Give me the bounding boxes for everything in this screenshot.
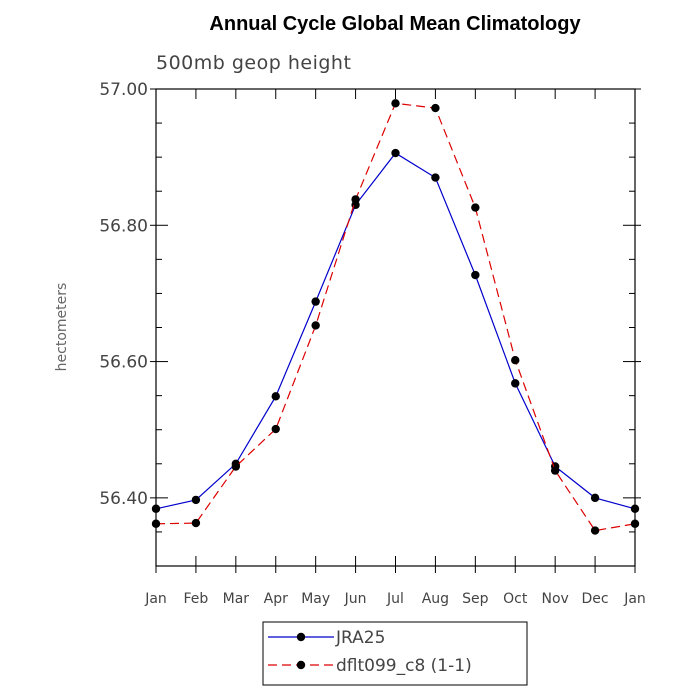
data-point-series-1 xyxy=(630,504,640,513)
data-point-series-2 xyxy=(351,195,360,204)
x-tick-label: Apr xyxy=(264,591,288,607)
data-point-series-2 xyxy=(630,519,640,528)
y-axis-label: hectometers xyxy=(54,283,70,372)
x-tick-label: Jan xyxy=(623,591,646,607)
data-point-series-1 xyxy=(590,493,600,503)
legend-swatch-marker-1 xyxy=(296,632,306,642)
legend-label-1: JRA25 xyxy=(335,628,385,648)
data-point-series-2 xyxy=(231,462,241,471)
data-point-series-1 xyxy=(511,379,520,388)
chart-title: Annual Cycle Global Mean Climatology xyxy=(209,13,581,35)
y-tick-label: 56.80 xyxy=(99,216,148,236)
data-point-series-1 xyxy=(151,504,161,513)
data-point-series-1 xyxy=(191,495,201,505)
series-group xyxy=(151,99,640,535)
x-tick-label: May xyxy=(301,591,330,607)
data-point-series-1 xyxy=(471,270,480,280)
x-tick-label: Mar xyxy=(223,591,250,607)
plot-frame xyxy=(155,88,636,567)
legend-label-2: dflt099_c8 (1-1) xyxy=(336,656,472,676)
y-tick-label: 57.00 xyxy=(99,80,148,100)
x-tick-label: Aug xyxy=(422,591,449,607)
data-point-series-1 xyxy=(271,392,280,401)
data-point-series-2 xyxy=(550,466,560,475)
data-point-series-2 xyxy=(431,103,440,113)
data-point-series-1 xyxy=(431,173,440,182)
data-point-series-2 xyxy=(271,424,280,434)
data-point-series-2 xyxy=(471,203,480,212)
x-tick-label: Nov xyxy=(542,591,569,607)
data-point-series-2 xyxy=(311,321,320,330)
legend-swatch-marker-2 xyxy=(296,660,306,670)
x-tick-label: Feb xyxy=(184,591,209,607)
series-line-2 xyxy=(155,102,636,532)
axes: 56.40 56.60 56.80 57.00 Jan Feb Mar Apr May Jun Ju… xyxy=(99,80,645,607)
x-tick-label: Sep xyxy=(462,591,489,607)
series-line-1 xyxy=(155,152,636,510)
chart-subtitle: 500mb geop height xyxy=(156,52,351,74)
x-tick-label: Dec xyxy=(582,591,609,607)
data-point-series-1 xyxy=(391,148,400,158)
y-tick-label: 56.60 xyxy=(99,353,148,373)
data-point-series-1 xyxy=(311,297,320,306)
data-point-series-2 xyxy=(191,518,201,528)
data-point-series-2 xyxy=(391,99,400,108)
x-tick-label: Oct xyxy=(503,591,528,607)
legend-box xyxy=(262,621,528,686)
data-point-series-2 xyxy=(511,356,520,365)
x-tick-label: Jul xyxy=(386,591,404,607)
data-point-series-2 xyxy=(151,519,161,528)
legend: JRA25 dflt099_c8 (1-1) xyxy=(262,621,528,686)
data-point-series-2 xyxy=(590,526,600,535)
x-tick-label: Jan xyxy=(144,591,167,607)
y-tick-label: 56.40 xyxy=(99,489,148,509)
x-tick-label: Jun xyxy=(344,591,367,607)
